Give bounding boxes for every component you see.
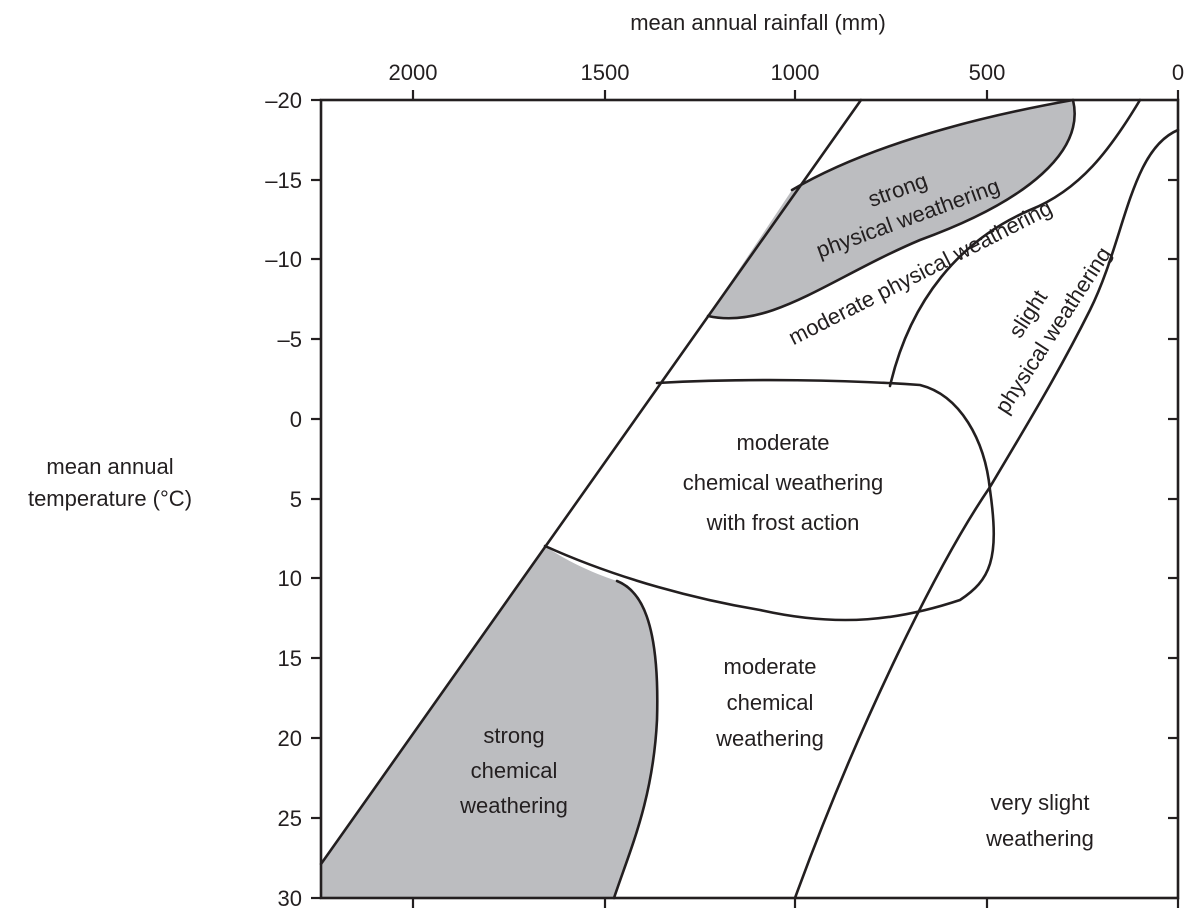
boundary-frost-action (543, 378, 996, 622)
left-tick-label: 10 (278, 566, 302, 591)
right-axis-ticks (1168, 178, 1178, 820)
strong-chemical-weathering-region (321, 546, 658, 898)
svg-text:with frost action: with frost action (706, 510, 860, 535)
left-tick-label: 0 (290, 407, 302, 432)
svg-text:moderate: moderate (737, 430, 830, 455)
top-tick-label: 500 (969, 60, 1006, 85)
left-tick-label: –5 (278, 327, 302, 352)
boundary-strong-chemical (612, 579, 659, 900)
boundary-strong-physical (706, 98, 1076, 320)
svg-text:chemical weathering: chemical weathering (683, 470, 884, 495)
top-tick-label: 1500 (581, 60, 630, 85)
svg-text:weathering: weathering (715, 726, 824, 751)
top-tick-label: 1000 (771, 60, 820, 85)
svg-text:chemical: chemical (727, 690, 814, 715)
left-tick-label: –15 (265, 168, 302, 193)
svg-text:weathering: weathering (459, 793, 568, 818)
svg-text:moderate: moderate (724, 654, 817, 679)
top-tick-label: 0 (1172, 60, 1184, 85)
bottom-axis-ticks (411, 898, 1180, 908)
label-very-slight-weathering: very slight weathering (985, 790, 1094, 851)
left-axis-title-line2: temperature (°C) (28, 486, 192, 511)
label-moderate-chemical-weathering: moderate chemical weathering (715, 654, 824, 751)
svg-text:very slight: very slight (990, 790, 1089, 815)
svg-text:weathering: weathering (985, 826, 1094, 851)
boundary-slight-physical (793, 128, 1180, 900)
boundary-cold-limit (319, 98, 863, 866)
strong-physical-weathering-region (708, 100, 1075, 319)
top-tick-label: 2000 (389, 60, 438, 85)
left-tick-label: –20 (265, 88, 302, 113)
left-tick-label: 20 (278, 726, 302, 751)
left-tick-label: –10 (265, 247, 302, 272)
left-tick-label: 15 (278, 646, 302, 671)
top-axis-ticks (411, 90, 1180, 100)
svg-text:chemical: chemical (471, 758, 558, 783)
left-tick-label: 5 (290, 487, 302, 512)
left-axis-ticks (311, 98, 321, 900)
boundary-moderate-physical (888, 98, 1142, 388)
left-tick-label: 30 (278, 886, 302, 911)
svg-text:strong: strong (483, 723, 544, 748)
label-moderate-chemical-weathering-frost: moderate chemical weathering with frost … (683, 430, 884, 535)
top-axis-title: mean annual rainfall (mm) (630, 10, 886, 35)
left-axis-title-line1: mean annual (46, 454, 173, 479)
label-slight-physical-weathering: slight physical weathering (990, 242, 1116, 418)
left-tick-label: 25 (278, 806, 302, 831)
label-strong-chemical-weathering: strong chemical weathering (459, 723, 568, 818)
